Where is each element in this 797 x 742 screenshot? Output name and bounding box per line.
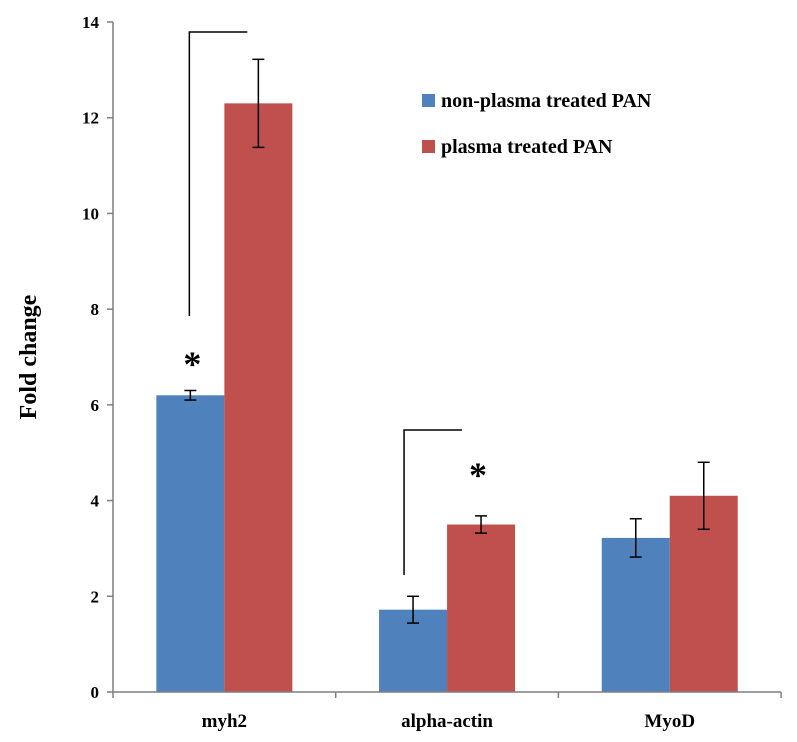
legend-label-1: plasma treated PAN	[441, 136, 613, 158]
x-tick-label: myh2	[202, 711, 247, 732]
y-tick-label: 10	[82, 204, 99, 223]
legend: non-plasma treated PAN plasma treated PAN	[422, 90, 652, 158]
significance-star-myh2: *	[183, 344, 201, 384]
y-axis-title: Fold change	[16, 294, 42, 419]
y-tick-label: 6	[91, 396, 100, 415]
x-axis-labels: myh2 alpha-actin MyoD	[202, 711, 695, 732]
x-tick-label: MyoD	[644, 711, 695, 732]
bar-myh2-series-1	[224, 103, 293, 693]
error-bars	[184, 58, 710, 624]
y-tick-label: 2	[91, 587, 100, 606]
significance-stars: **	[183, 344, 487, 495]
significance-bracket-alpha-actin	[403, 429, 463, 575]
y-tick-label: 8	[91, 300, 100, 319]
y-axis-ticks: 0 2 4 6 8 10 12 14	[82, 13, 782, 702]
y-tick-label: 14	[82, 13, 100, 32]
significance-bracket-myh2	[188, 31, 248, 316]
x-tick-label: alpha-actin	[401, 711, 493, 732]
y-tick-label: 12	[82, 109, 99, 128]
legend-swatch-0	[422, 94, 435, 107]
significance-star-alpha-actin: *	[469, 455, 487, 495]
legend-label-0: non-plasma treated PAN	[441, 90, 652, 112]
bar-alpha-actin-series-1	[447, 524, 516, 692]
y-tick-label: 4	[91, 492, 100, 511]
significance-brackets	[188, 31, 463, 575]
bar-myh2-series-0	[156, 395, 225, 692]
bars	[156, 103, 738, 693]
bar-MyoD-series-0	[601, 537, 670, 692]
legend-swatch-1	[422, 140, 435, 153]
y-tick-label: 0	[91, 683, 100, 702]
